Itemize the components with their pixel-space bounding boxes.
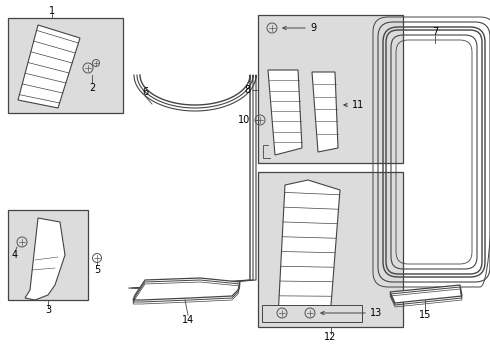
- Text: 1: 1: [49, 6, 55, 16]
- Polygon shape: [278, 180, 340, 318]
- Text: 5: 5: [94, 265, 100, 275]
- Bar: [8, 18, 123, 113]
- Text: 9: 9: [310, 23, 316, 33]
- Polygon shape: [390, 285, 462, 303]
- Polygon shape: [18, 25, 80, 108]
- Text: 13: 13: [370, 308, 382, 318]
- Text: 6: 6: [142, 87, 148, 97]
- Text: 7: 7: [432, 27, 438, 37]
- Bar: [8, 210, 88, 300]
- Text: 3: 3: [45, 305, 51, 315]
- Polygon shape: [25, 218, 65, 300]
- Text: 8: 8: [244, 85, 250, 95]
- Polygon shape: [312, 72, 338, 152]
- Bar: [262, 305, 362, 322]
- Text: 11: 11: [352, 100, 364, 110]
- Bar: [258, 172, 403, 327]
- Bar: [258, 15, 403, 163]
- Text: 10: 10: [238, 115, 250, 125]
- Text: 4: 4: [12, 250, 18, 260]
- Text: 15: 15: [419, 310, 431, 320]
- Text: 14: 14: [182, 315, 194, 325]
- Polygon shape: [268, 70, 302, 155]
- Polygon shape: [133, 278, 240, 300]
- Text: 2: 2: [89, 83, 95, 93]
- Text: 12: 12: [324, 332, 337, 342]
